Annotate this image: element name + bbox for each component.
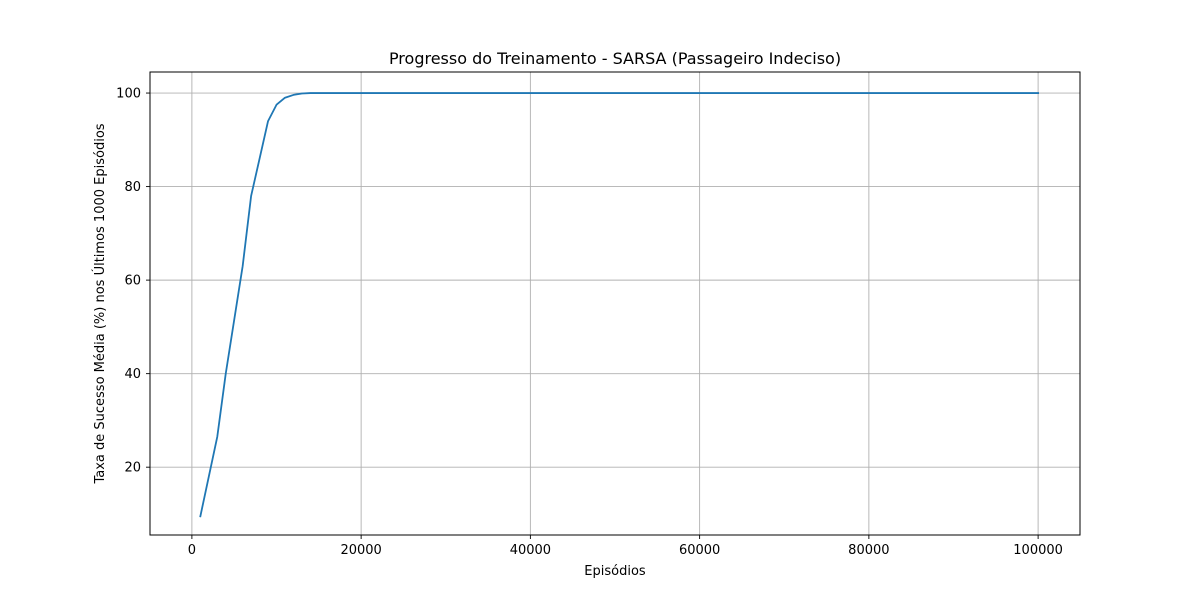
y-tick-label: 20 bbox=[124, 461, 141, 476]
plot-frame bbox=[149, 71, 1081, 536]
x-axis-ticks: 0 20000 40000 60000 80000 100000 bbox=[188, 535, 1063, 558]
x-tick-label: 100000 bbox=[1013, 543, 1063, 558]
y-tick-label: 60 bbox=[124, 274, 141, 289]
x-tick-label: 20000 bbox=[340, 543, 381, 558]
x-tick-label: 40000 bbox=[510, 543, 551, 558]
x-axis-label: Episódios bbox=[584, 564, 646, 579]
chart-title: Progresso do Treinamento - SARSA (Passag… bbox=[389, 49, 841, 68]
series-group bbox=[199, 92, 1040, 518]
y-axis-label: Taxa de Sucesso Média (%) nos Últimos 10… bbox=[92, 123, 108, 484]
y-axis-ticks: 20 40 60 80 100 bbox=[116, 87, 150, 476]
y-tick-label: 40 bbox=[124, 367, 141, 382]
y-tick-label: 100 bbox=[116, 87, 141, 102]
x-tick-label: 60000 bbox=[679, 543, 720, 558]
plot-background bbox=[150, 72, 1080, 535]
x-tick-label: 0 bbox=[188, 543, 196, 558]
x-tick-label: 80000 bbox=[848, 543, 889, 558]
y-tick-label: 80 bbox=[124, 180, 141, 195]
series-line bbox=[199, 92, 1040, 518]
